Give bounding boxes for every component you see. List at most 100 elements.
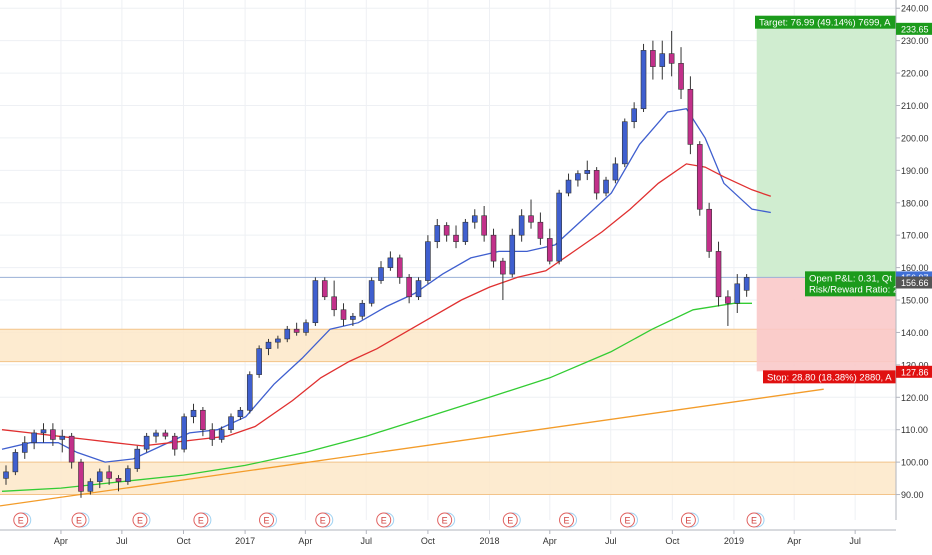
candle[interactable] xyxy=(490,228,497,268)
position-labels[interactable]: Target: 76.99 (49.14%) 7699, A Stop: 28.8… xyxy=(755,15,898,384)
candle[interactable] xyxy=(293,322,300,336)
candle[interactable] xyxy=(537,212,544,245)
earnings-marker[interactable]: E xyxy=(13,512,32,528)
candle[interactable] xyxy=(631,102,637,129)
candle[interactable] xyxy=(378,261,384,284)
candle[interactable] xyxy=(518,209,525,242)
candle[interactable] xyxy=(181,413,187,453)
candle[interactable] xyxy=(228,413,234,433)
earnings-marker[interactable]: E xyxy=(71,512,90,528)
candle[interactable] xyxy=(40,423,47,443)
candle[interactable] xyxy=(481,206,487,242)
earnings-marker[interactable]: E xyxy=(376,512,395,528)
candle[interactable] xyxy=(96,468,103,489)
candle[interactable] xyxy=(312,277,319,326)
candle[interactable] xyxy=(340,303,347,326)
candle[interactable] xyxy=(593,167,600,200)
candle[interactable] xyxy=(218,426,225,443)
candle[interactable] xyxy=(453,225,459,249)
candle[interactable] xyxy=(21,436,28,459)
candle[interactable] xyxy=(678,47,684,100)
earnings-marker[interactable]: E xyxy=(746,512,765,528)
earnings-marker[interactable]: E xyxy=(315,512,334,528)
plot-area[interactable] xyxy=(0,0,896,520)
earnings-marker[interactable]: E xyxy=(259,512,278,528)
candle[interactable] xyxy=(565,173,572,197)
candle[interactable] xyxy=(265,338,272,356)
candle[interactable] xyxy=(396,254,403,284)
candle[interactable] xyxy=(528,199,534,229)
candle[interactable] xyxy=(509,228,516,278)
earnings-marker[interactable]: E xyxy=(619,512,638,528)
candle[interactable] xyxy=(190,403,197,424)
candle[interactable] xyxy=(415,277,422,301)
candle[interactable] xyxy=(153,429,159,443)
candle[interactable] xyxy=(462,218,469,245)
candle[interactable] xyxy=(406,274,412,304)
candle[interactable] xyxy=(546,228,553,265)
candle[interactable] xyxy=(471,209,478,229)
candle[interactable] xyxy=(350,312,356,326)
candle[interactable] xyxy=(668,30,675,77)
candle[interactable] xyxy=(209,423,216,446)
candle[interactable] xyxy=(734,274,741,313)
candle[interactable] xyxy=(575,170,581,187)
candle[interactable] xyxy=(200,407,206,437)
earnings-marker[interactable]: E xyxy=(559,512,578,528)
candle[interactable] xyxy=(640,43,647,112)
candle[interactable] xyxy=(106,465,112,485)
candle[interactable] xyxy=(743,274,750,297)
candle[interactable] xyxy=(256,345,262,378)
candle[interactable] xyxy=(387,251,394,271)
candle[interactable] xyxy=(125,465,131,485)
candle[interactable] xyxy=(162,429,169,440)
earnings-marker[interactable]: E xyxy=(502,512,521,528)
candle[interactable] xyxy=(115,475,122,492)
earnings-marker[interactable]: E xyxy=(193,512,212,528)
candle[interactable] xyxy=(659,40,666,80)
candle[interactable] xyxy=(31,429,37,450)
candle[interactable] xyxy=(12,449,19,476)
candle[interactable] xyxy=(331,280,337,317)
candle[interactable] xyxy=(3,465,9,485)
candle[interactable] xyxy=(687,76,694,155)
price-axis-label: 140.00 xyxy=(901,328,929,338)
candle[interactable] xyxy=(556,189,562,265)
candle[interactable] xyxy=(78,458,84,498)
candle[interactable] xyxy=(434,218,441,249)
candle[interactable] xyxy=(696,141,703,216)
earnings-marker[interactable]: E xyxy=(437,512,456,528)
candle[interactable] xyxy=(500,257,506,301)
candle[interactable] xyxy=(603,176,609,197)
candle[interactable] xyxy=(368,277,375,307)
candle[interactable] xyxy=(584,160,591,181)
candle[interactable] xyxy=(134,445,141,472)
candle[interactable] xyxy=(725,290,731,326)
candle[interactable] xyxy=(359,300,366,320)
candle[interactable] xyxy=(87,478,94,495)
candle[interactable] xyxy=(612,157,619,184)
candle[interactable] xyxy=(706,202,712,258)
candle[interactable] xyxy=(143,432,150,453)
candle[interactable] xyxy=(650,40,656,80)
candle-body xyxy=(312,280,319,324)
candle[interactable] xyxy=(68,432,75,469)
candle[interactable] xyxy=(284,325,291,343)
candle[interactable] xyxy=(246,371,253,414)
candle[interactable] xyxy=(50,423,56,446)
candle[interactable] xyxy=(275,335,281,349)
candle-body xyxy=(293,328,300,333)
candle[interactable] xyxy=(443,222,450,242)
candle[interactable] xyxy=(59,429,66,453)
earnings-marker[interactable]: E xyxy=(680,512,699,528)
candle[interactable] xyxy=(237,407,244,420)
candle[interactable] xyxy=(321,277,328,301)
candle[interactable] xyxy=(715,241,722,307)
candle[interactable] xyxy=(171,432,178,456)
earnings-marker[interactable]: E xyxy=(132,512,151,528)
candle[interactable] xyxy=(303,319,309,336)
candle[interactable] xyxy=(425,235,431,284)
candle[interactable] xyxy=(621,118,628,168)
